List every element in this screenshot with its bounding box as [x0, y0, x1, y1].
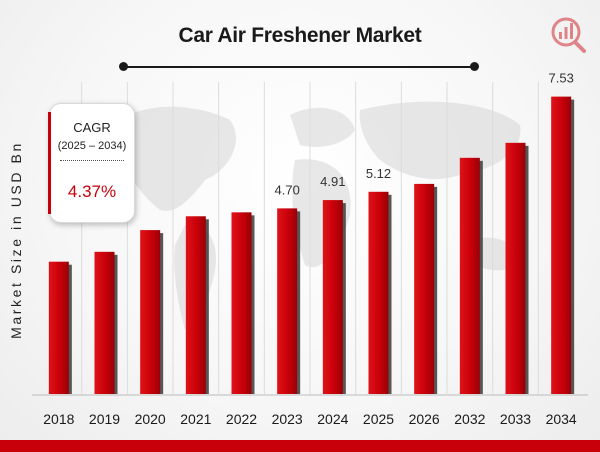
- title-underline-right-dot: [470, 62, 479, 71]
- x-tick-label: 2033: [500, 411, 531, 427]
- x-tick-label: 2025: [363, 411, 394, 427]
- x-tick-label: 2024: [317, 411, 348, 427]
- bar: [140, 230, 161, 394]
- x-tick-label: 2023: [272, 411, 303, 427]
- x-tick-label: 2021: [180, 411, 211, 427]
- bar: [48, 261, 69, 394]
- title-underline: [124, 66, 474, 68]
- data-label: 4.70: [275, 182, 300, 197]
- bar: [94, 251, 115, 394]
- x-tick-label: 2019: [89, 411, 120, 427]
- cagr-callout: CAGR (2025 – 2034) 4.37%: [48, 103, 135, 223]
- x-tick-label: 2032: [454, 411, 485, 427]
- bar: [414, 183, 435, 394]
- bar: [231, 212, 252, 394]
- bar: [368, 191, 389, 394]
- data-label: 5.12: [366, 166, 391, 181]
- footer-band: [0, 440, 600, 452]
- x-tick-label: 2018: [43, 411, 74, 427]
- x-tick-label: 2020: [135, 411, 166, 427]
- y-axis-label: Market Size in USD Bn: [8, 141, 24, 339]
- bar: [277, 208, 298, 394]
- title-underline-left-dot: [119, 62, 128, 71]
- data-label: 4.91: [320, 174, 345, 189]
- market-research-logo-icon: [551, 17, 586, 53]
- bar: [185, 216, 206, 394]
- cagr-value: 4.37%: [67, 182, 117, 201]
- cagr-range: (2025 – 2034): [57, 140, 127, 152]
- data-label: 7.53: [549, 71, 574, 86]
- bar: [551, 96, 572, 394]
- cagr-divider: [60, 160, 124, 161]
- bar: [322, 200, 343, 394]
- bar: [505, 142, 526, 394]
- bar: [459, 157, 480, 394]
- cagr-accent-bar: [48, 112, 51, 214]
- x-tick-label: 2026: [409, 411, 440, 427]
- x-tick-label: 2022: [226, 411, 257, 427]
- cagr-label: CAGR: [73, 120, 111, 135]
- chart-title: Car Air Freshener Market: [178, 24, 422, 47]
- x-tick-label: 2034: [546, 411, 577, 427]
